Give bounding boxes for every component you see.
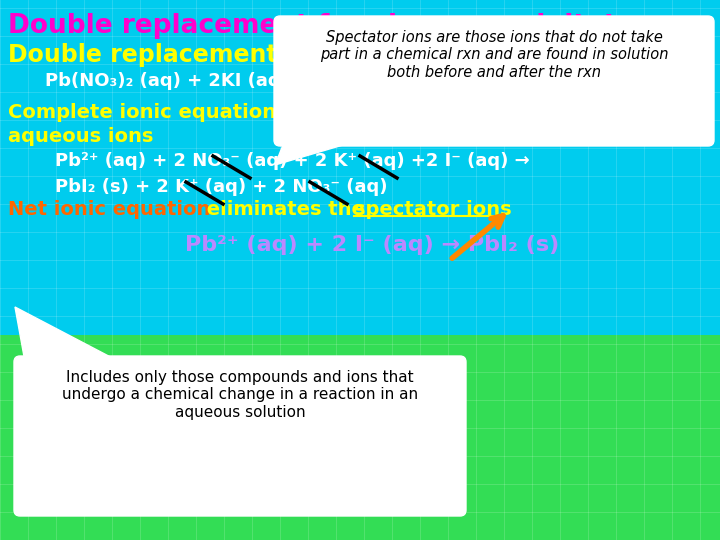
Text: Pb²⁺ (aq) + 2 I⁻ (aq) → PbI₂ (s): Pb²⁺ (aq) + 2 I⁻ (aq) → PbI₂ (s) (185, 235, 559, 255)
Text: Double replacement forming a precipitate…: Double replacement forming a precipitate… (8, 13, 661, 39)
FancyBboxPatch shape (0, 0, 720, 335)
Polygon shape (275, 140, 360, 165)
Text: Double replacement (ionic) equation: Double replacement (ionic) equation (8, 43, 497, 67)
Text: Complete ionic equation shows all soluble: Complete ionic equation shows all solubl… (8, 103, 470, 122)
Text: PbI₂ (s) + 2 K⁺ (aq) + 2 NO₃⁻ (aq): PbI₂ (s) + 2 K⁺ (aq) + 2 NO₃⁻ (aq) (55, 178, 387, 196)
Text: aqueous ions: aqueous ions (8, 127, 153, 146)
FancyBboxPatch shape (14, 356, 466, 516)
FancyBboxPatch shape (274, 16, 714, 146)
FancyBboxPatch shape (0, 335, 720, 540)
Text: Includes only those compounds and ions that
undergo a chemical change in a react: Includes only those compounds and ions t… (62, 370, 418, 420)
Text: Spectator ions are those ions that do not take
part in a chemical rxn and are fo: Spectator ions are those ions that do no… (320, 30, 668, 80)
Text: eliminates the: eliminates the (200, 200, 372, 219)
Text: Net ionic equation: Net ionic equation (8, 200, 210, 219)
Polygon shape (15, 307, 120, 362)
Text: Pb(NO₃)₂ (aq) + 2KI (aq) → PbI₂ (s) + 2KNO₃ (aq): Pb(NO₃)₂ (aq) + 2KI (aq) → PbI₂ (s) + 2K… (45, 72, 530, 90)
Text: Pb²⁺ (aq) + 2 NO₃⁻ (aq) + 2 K⁺ (aq) +2 I⁻ (aq) →: Pb²⁺ (aq) + 2 NO₃⁻ (aq) + 2 K⁺ (aq) +2 I… (55, 152, 530, 170)
Text: spectator ions: spectator ions (354, 200, 512, 219)
